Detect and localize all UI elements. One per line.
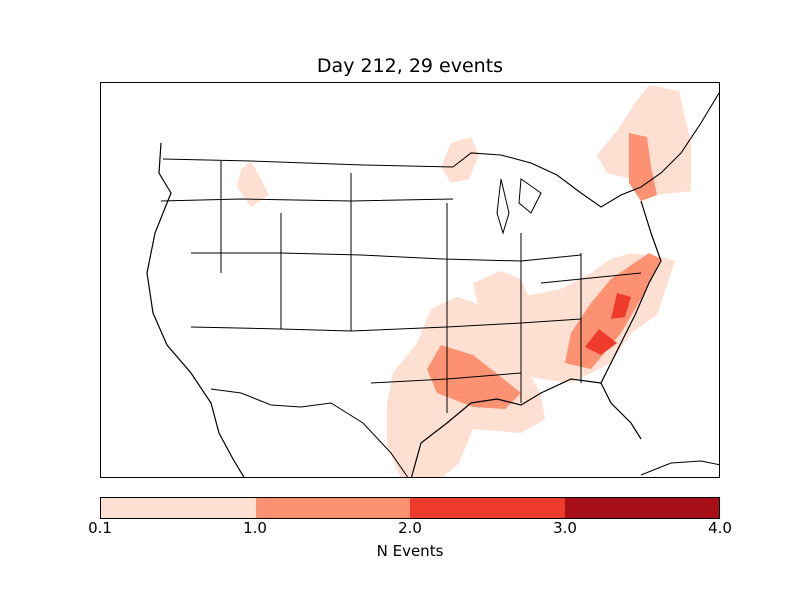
colorbar-tick: 0.1: [88, 519, 112, 537]
density-high-regions: [585, 293, 631, 355]
gulf-coast: [410, 378, 602, 477]
region-maine-mid: [629, 133, 657, 201]
great-lakes: [452, 92, 719, 208]
canada-border: [162, 158, 454, 168]
map-frame: [100, 82, 720, 478]
region-sc-high: [585, 329, 617, 355]
lake-huron: [518, 178, 542, 214]
colorbar-segment-1: [101, 498, 256, 518]
event-density-map: [146, 85, 719, 477]
colorbar-segment-4: [564, 498, 719, 518]
colorbar-tick: 3.0: [553, 519, 577, 537]
colorbar-tick: 1.0: [243, 519, 267, 537]
region-nc-high: [611, 293, 631, 319]
region-ohio-valley: [473, 271, 531, 319]
colorbar-label: N Events: [376, 542, 444, 560]
west-coast: [146, 142, 245, 477]
region-montana: [237, 161, 269, 207]
colorbar-tick: 4.0: [708, 519, 732, 537]
east-coast: [600, 200, 662, 440]
region-lake-superior: [441, 137, 479, 183]
colorbar-tick: 2.0: [398, 519, 422, 537]
colorbar: [100, 497, 720, 519]
cuba-outline: [640, 460, 719, 476]
mexico-border: [210, 388, 409, 477]
boundaries: [146, 92, 719, 477]
lake-michigan: [496, 178, 510, 235]
colorbar-segment-3: [410, 498, 565, 518]
map-title: Day 212, 29 events: [316, 55, 504, 77]
colorbar-segment-2: [255, 498, 410, 518]
